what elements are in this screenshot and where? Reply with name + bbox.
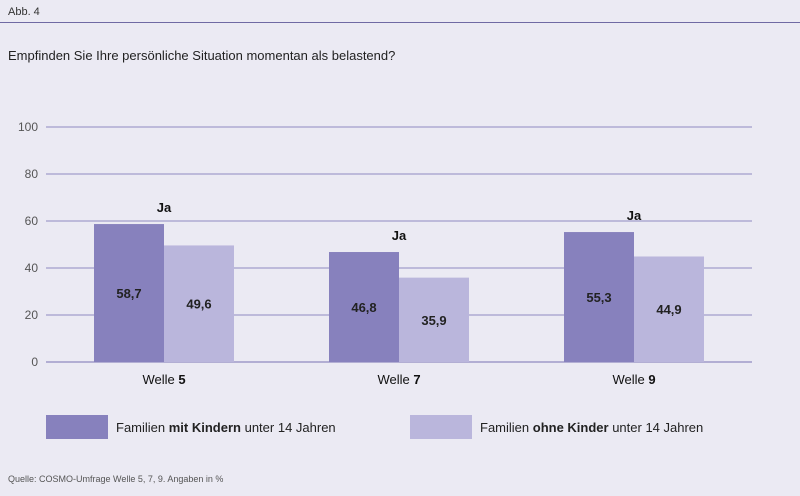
bar-mit-welle-9 xyxy=(564,232,634,362)
legend-item-mit-kindern: Familien mit Kindern unter 14 Jahren xyxy=(46,412,336,442)
value-label-ohne-welle-5: 49,6 xyxy=(186,297,211,312)
bar-mit-welle-5 xyxy=(94,224,164,362)
legend-label-mit-kindern: Familien mit Kindern unter 14 Jahren xyxy=(116,419,336,435)
bar-chart: 0 20 40 60 80 100 58,7 49,6 Ja Welle 5 46,8 35,9 Ja W… xyxy=(18,120,752,387)
y-tick-label-0: 0 xyxy=(31,355,38,369)
x-category-label-welle-9: Welle 9 xyxy=(612,372,655,387)
value-label-mit-welle-7: 46,8 xyxy=(351,300,376,315)
bar-ohne-welle-5 xyxy=(164,245,234,362)
value-label-mit-welle-9: 55,3 xyxy=(586,290,611,305)
chart-question: Empfinden Sie Ihre persönliche Situation… xyxy=(8,48,396,63)
y-tick-label-40: 40 xyxy=(25,261,39,275)
source-note: Quelle: COSMO-Umfrage Welle 5, 7, 9. Ang… xyxy=(8,474,224,484)
legend-swatch-ohne-kinder xyxy=(410,415,472,439)
y-tick-label-80: 80 xyxy=(25,167,39,181)
ja-annotation-welle-7: Ja xyxy=(392,228,407,243)
legend: Familien mit Kindern unter 14 Jahren Fam… xyxy=(0,412,800,444)
value-label-mit-welle-5: 58,7 xyxy=(116,286,141,301)
ja-annotation-welle-5: Ja xyxy=(157,200,172,215)
legend-item-ohne-kinder: Familien ohne Kinder unter 14 Jahren xyxy=(410,412,703,442)
x-category-label-welle-7: Welle 7 xyxy=(377,372,420,387)
y-tick-label-20: 20 xyxy=(25,308,39,322)
legend-swatch-mit-kindern xyxy=(46,415,108,439)
figure-label: Abb. 4 xyxy=(8,6,40,18)
bar-ohne-welle-9 xyxy=(634,256,704,362)
legend-label-ohne-kinder: Familien ohne Kinder unter 14 Jahren xyxy=(480,419,704,435)
y-tick-label-100: 100 xyxy=(18,120,38,134)
value-label-ohne-welle-9: 44,9 xyxy=(656,302,681,317)
labels: 0 20 40 60 80 100 58,7 49,6 Ja Welle 5 46,8 35,9 Ja W… xyxy=(18,120,682,387)
x-category-label-welle-5: Welle 5 xyxy=(142,372,185,387)
value-label-ohne-welle-7: 35,9 xyxy=(421,313,446,328)
bar-mit-welle-7 xyxy=(329,252,399,362)
bars xyxy=(94,224,704,362)
bar-ohne-welle-7 xyxy=(399,277,469,362)
y-tick-label-60: 60 xyxy=(25,214,39,228)
ja-annotation-welle-9: Ja xyxy=(627,208,642,223)
top-rule xyxy=(0,22,800,23)
